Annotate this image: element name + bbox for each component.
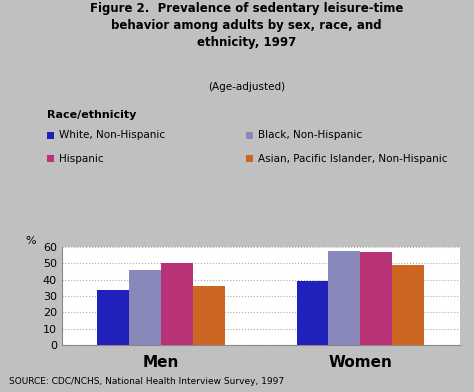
Text: SOURCE: CDC/NCHS, National Health Interview Survey, 1997: SOURCE: CDC/NCHS, National Health Interv… [9,377,284,386]
Bar [193,286,225,345]
Text: Figure 2.  Prevalence of sedentary leisure-time
behavior among adults by sex, ra: Figure 2. Prevalence of sedentary leisur… [90,2,403,49]
Bar [392,265,424,345]
Text: Black, Non-Hispanic: Black, Non-Hispanic [258,130,362,140]
Bar [98,290,129,345]
Text: White, Non-Hispanic: White, Non-Hispanic [59,130,165,140]
Text: Race/ethnicity: Race/ethnicity [47,110,137,120]
Bar [360,252,392,345]
Bar [129,270,161,345]
Bar [297,281,328,345]
Bar [328,251,360,345]
Text: Hispanic: Hispanic [59,154,104,164]
Text: (Age-adjusted): (Age-adjusted) [208,82,285,93]
Text: Asian, Pacific Islander, Non-Hispanic: Asian, Pacific Islander, Non-Hispanic [258,154,447,164]
Bar [161,263,193,345]
Text: %: % [26,236,36,246]
